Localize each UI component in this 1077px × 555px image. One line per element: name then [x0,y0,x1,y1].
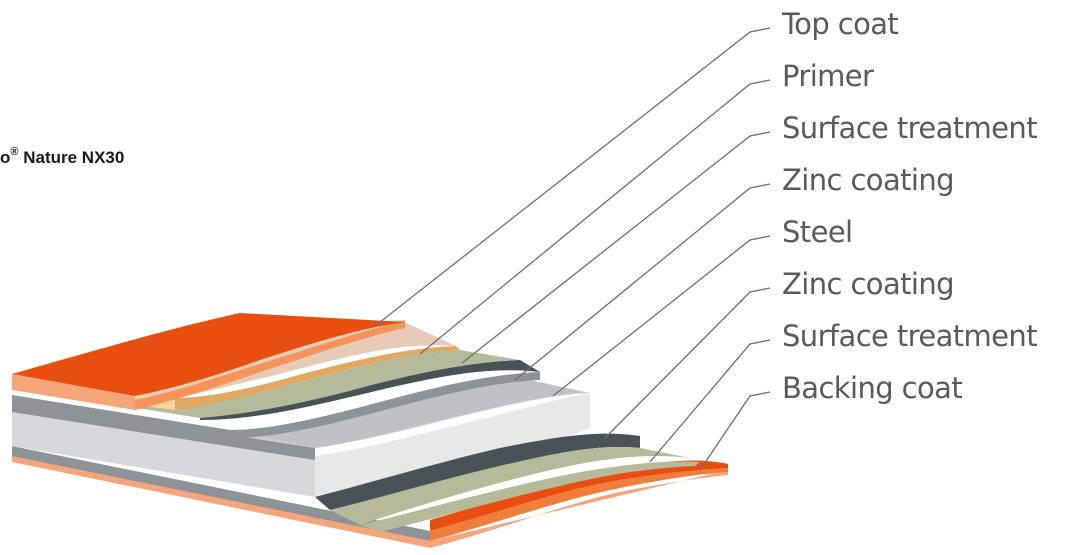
leader-lines [374,27,771,471]
leader-steel [552,235,771,397]
label-steel: Steel [782,215,853,249]
label-surface-treatment: Surface treatment [782,111,1038,145]
leader-backing-coat [699,391,771,471]
leader-surface-treatment [461,131,771,364]
registered-mark: ® [10,146,19,158]
label-primer: Primer [782,59,874,93]
leader-primer [419,79,771,355]
upper-zinc-layer [12,372,540,438]
label-zinc-coating-lower: Zinc coating [782,267,955,301]
leader-top-coat [374,27,771,327]
top-coat-layer [12,313,405,410]
label-backing-coat: Backing coat [782,371,963,405]
backing-coat-layer [12,446,728,548]
title-prefix: o [0,148,11,167]
steel-block [12,393,590,497]
title-suffix: Nature NX30 [18,148,125,167]
backing-treatment-step [360,461,700,532]
leader-surface-treatment-lower [649,339,771,463]
label-top-coat: Top coat [782,7,899,41]
label-surface-treatment-lower: Surface treatment [782,319,1038,353]
lower-zinc-step [315,433,640,510]
product-title: o® Nature NX30 [0,146,125,168]
leader-zinc-coating-upper [514,183,771,381]
leader-zinc-coating-lower [604,287,771,439]
label-zinc-coating-upper: Zinc coating [782,163,955,197]
